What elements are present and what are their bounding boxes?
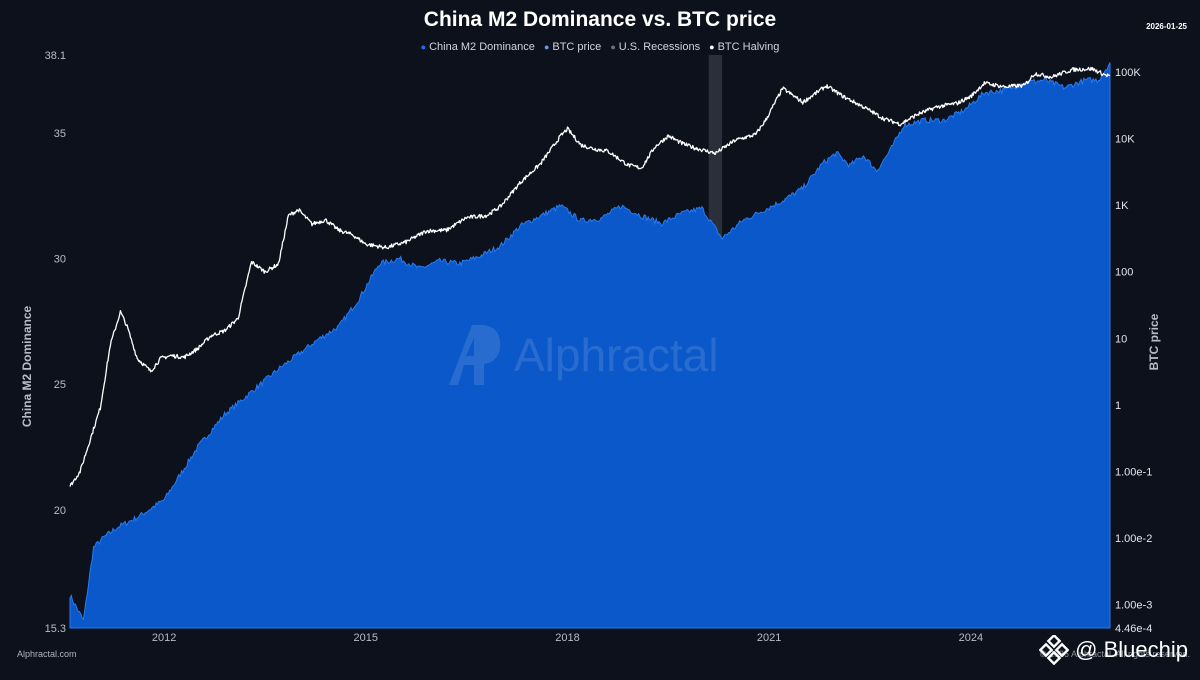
alphractal-logo-icon bbox=[449, 325, 501, 385]
y2-tick-label: 1.00e-3 bbox=[1115, 600, 1152, 612]
y2-tick-label: 10 bbox=[1115, 333, 1127, 345]
legend-label: BTC Halving bbox=[717, 41, 780, 53]
x-tick-label: 2012 bbox=[152, 632, 176, 644]
bluechip-overlay: @ Bluechip bbox=[1039, 635, 1188, 665]
y2-tick-label: 4.46e-4 bbox=[1115, 623, 1152, 635]
series-china-m2-dominance-area bbox=[69, 62, 1111, 629]
y2-tick-label: 1.00e-1 bbox=[1115, 466, 1152, 478]
y2-tick-label: 1 bbox=[1115, 400, 1121, 412]
source-link[interactable]: Alphractal.com bbox=[17, 649, 77, 659]
x-tick-label: 2024 bbox=[959, 632, 983, 644]
y-tick-label: 35 bbox=[54, 128, 66, 140]
legend-item-halving[interactable]: ● BTC Halving bbox=[709, 41, 779, 53]
x-tick-label: 2018 bbox=[555, 632, 579, 644]
legend-item-btc[interactable]: ● BTC price bbox=[544, 41, 601, 53]
bluechip-label: @ Bluechip bbox=[1075, 637, 1188, 662]
y-tick-label: 30 bbox=[54, 254, 66, 266]
y-tick-label: 15.3 bbox=[45, 623, 66, 635]
date-stamp: 2026-01-25 bbox=[1146, 22, 1187, 31]
legend-label: China M2 Dominance bbox=[429, 41, 535, 53]
legend-marker-icon: ● bbox=[420, 42, 427, 52]
y2-tick-label: 100 bbox=[1115, 267, 1133, 279]
x-tick-label: 2021 bbox=[757, 632, 781, 644]
x-tick-label: 2015 bbox=[354, 632, 378, 644]
legend-marker-icon: ● bbox=[709, 42, 715, 52]
chart-title: China M2 Dominance vs. BTC price bbox=[423, 8, 777, 31]
y-tick-label: 20 bbox=[54, 505, 66, 517]
y-tick-label: 25 bbox=[54, 379, 66, 391]
y-tick-label: 38.1 bbox=[45, 50, 66, 62]
legend-item-recessions[interactable]: ● U.S. Recessions bbox=[610, 41, 700, 53]
legend-marker-icon: ● bbox=[543, 42, 550, 52]
y2-tick-label: 10K bbox=[1115, 134, 1135, 146]
legend-label: U.S. Recessions bbox=[618, 41, 701, 53]
series-btc-price-line bbox=[69, 66, 1111, 487]
copyright-text: © 2026 Alphractal. All rights reserved. bbox=[1039, 649, 1190, 659]
legend: ● China M2 Dominance ● BTC price ● U.S. Rec… bbox=[0, 41, 1200, 53]
legend-label: BTC price bbox=[552, 41, 602, 53]
legend-marker-icon: ● bbox=[610, 42, 616, 52]
y2-axis-title: BTC price bbox=[1147, 313, 1161, 370]
y2-tick-label: 100K bbox=[1115, 67, 1141, 79]
y-axis-title: China M2 Dominance bbox=[20, 306, 34, 428]
watermark: Alphractal bbox=[444, 320, 719, 390]
bluechip-logo-icon bbox=[1039, 635, 1070, 665]
y2-tick-label: 1.00e-2 bbox=[1115, 533, 1152, 545]
watermark-text: Alphractal bbox=[514, 329, 719, 381]
legend-item-m2[interactable]: ● China M2 Dominance bbox=[421, 41, 535, 53]
y2-tick-label: 1K bbox=[1115, 200, 1129, 212]
